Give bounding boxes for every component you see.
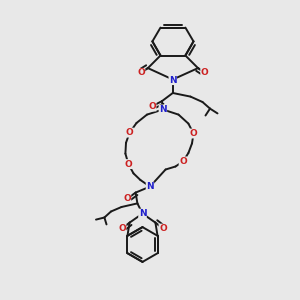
Text: O: O xyxy=(190,129,197,138)
Text: O: O xyxy=(179,157,187,166)
Text: N: N xyxy=(169,76,177,85)
Text: O: O xyxy=(159,224,167,233)
Text: O: O xyxy=(123,194,131,203)
Text: O: O xyxy=(201,68,208,77)
Text: N: N xyxy=(159,105,167,114)
Text: O: O xyxy=(124,160,132,169)
Text: N: N xyxy=(139,209,146,218)
Text: O: O xyxy=(148,102,156,111)
Text: O: O xyxy=(118,224,126,233)
Text: O: O xyxy=(126,128,134,137)
Text: N: N xyxy=(146,182,154,191)
Text: O: O xyxy=(137,68,145,77)
